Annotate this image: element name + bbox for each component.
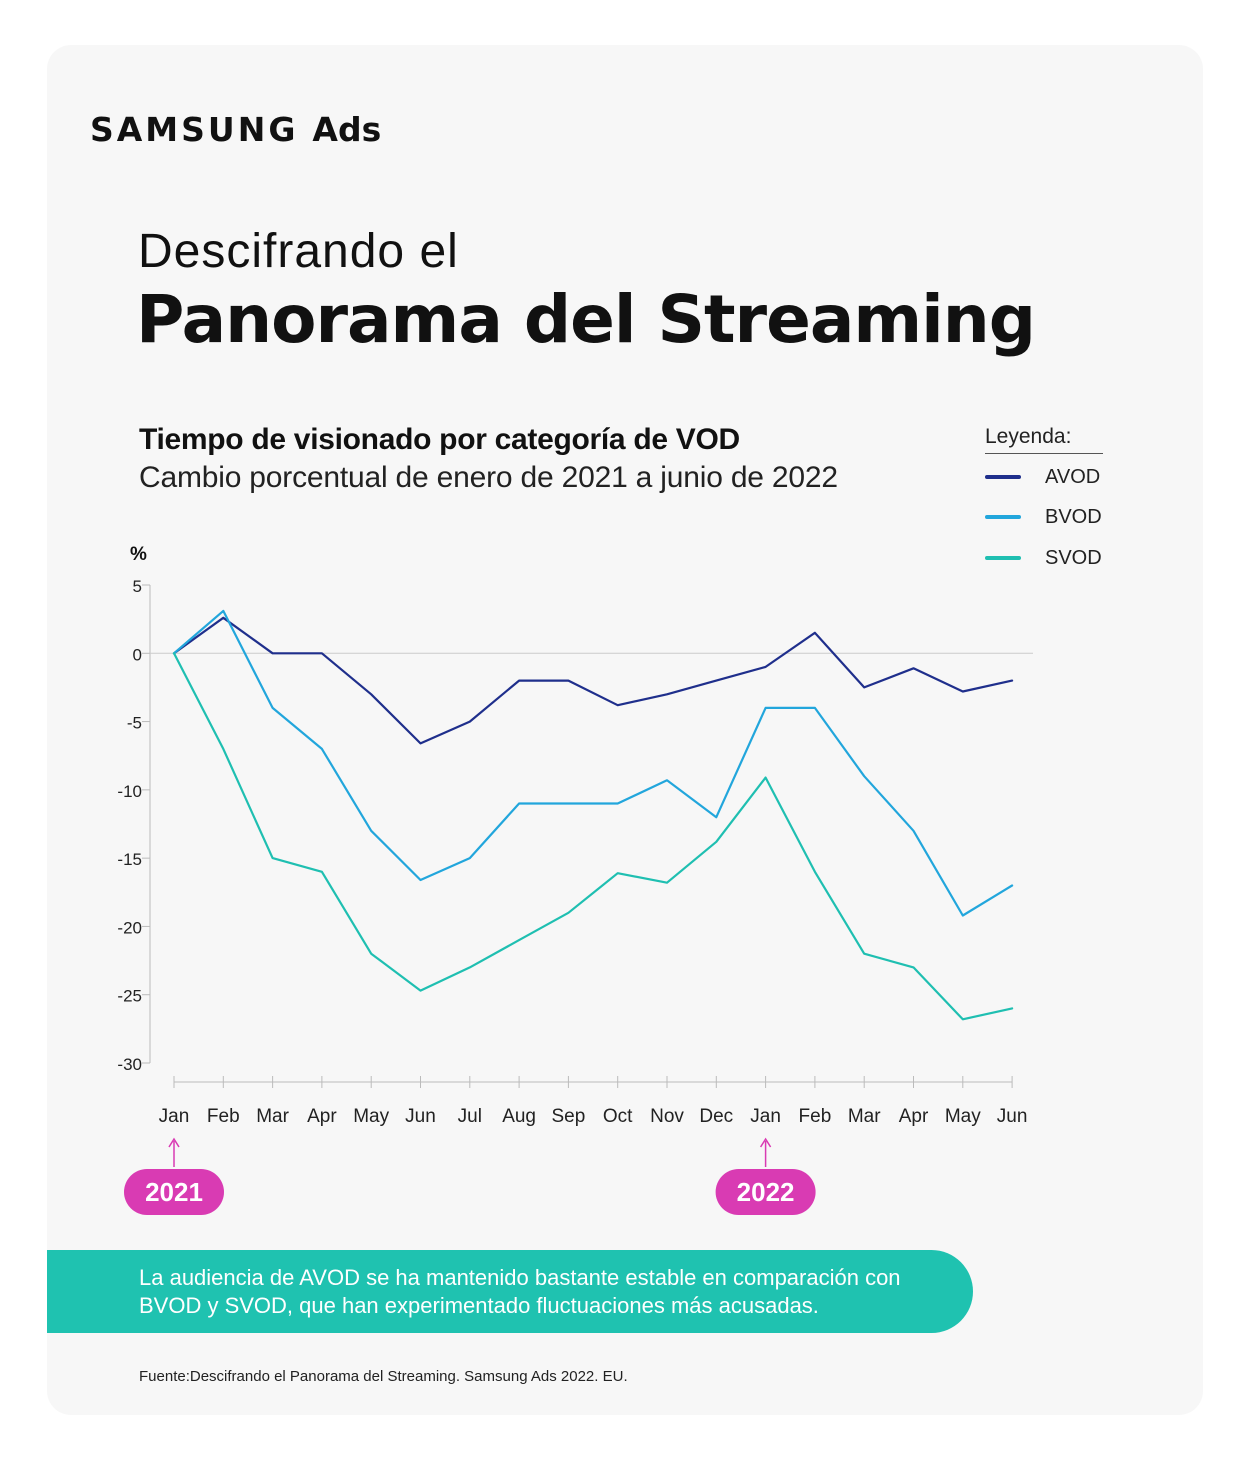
legend-label-svod: SVOD xyxy=(1045,547,1102,569)
x-tick-label: May xyxy=(945,1106,981,1127)
y-tick-label: -30 xyxy=(117,1055,142,1074)
x-tick-label: Mar xyxy=(256,1106,289,1127)
legend-item-svod: SVOD xyxy=(985,546,1145,570)
year-badge xyxy=(124,1169,224,1215)
source-caption: Fuente:Descifrando el Panorama del Strea… xyxy=(139,1368,628,1385)
y-axis-label: % xyxy=(130,544,147,565)
note-text: La audiencia de AVOD se ha mantenido bas… xyxy=(139,1265,901,1318)
y-tick-label: -20 xyxy=(117,918,142,937)
chart-subtitle: Cambio porcentual de enero de 2021 a jun… xyxy=(139,461,838,494)
x-tick-label: Sep xyxy=(551,1106,585,1127)
x-tick-label: Jul xyxy=(458,1106,482,1127)
x-tick-label: May xyxy=(353,1106,389,1127)
legend-title: Leyenda: xyxy=(985,425,1072,448)
y-tick-label: 5 xyxy=(133,577,142,596)
x-tick-label: Mar xyxy=(848,1106,881,1127)
legend-item-bvod: BVOD xyxy=(985,505,1145,529)
year-badge-label: 2021 xyxy=(145,1177,203,1207)
y-tick-label: 0 xyxy=(133,645,142,664)
brand-name: SAMSUNG xyxy=(90,110,299,149)
legend-swatch-svod xyxy=(985,556,1021,560)
legend-swatch-bvod xyxy=(985,515,1021,519)
x-tick-label: Feb xyxy=(799,1106,832,1127)
x-tick-label: Jun xyxy=(997,1106,1028,1127)
y-tick-label: -5 xyxy=(127,714,142,733)
x-tick-label: Dec xyxy=(699,1106,733,1127)
year-arrow-head-icon xyxy=(168,1137,180,1148)
legend-swatch-avod xyxy=(985,475,1021,479)
x-tick-label: Feb xyxy=(207,1106,240,1127)
x-tick-label: Apr xyxy=(899,1106,929,1127)
x-tick-label: Oct xyxy=(603,1106,633,1127)
legend-divider xyxy=(985,453,1103,454)
year-badge xyxy=(715,1169,816,1215)
series-line-bvod xyxy=(172,609,1014,917)
x-tick-label: Nov xyxy=(650,1106,684,1127)
x-tick-label: Jun xyxy=(405,1106,436,1127)
y-tick-label: -25 xyxy=(117,987,142,1006)
page-title-bold: Panorama del Streaming xyxy=(136,281,1036,358)
x-tick-label: Aug xyxy=(502,1106,536,1127)
chart-title: Tiempo de visionado por categoría de VOD xyxy=(139,423,740,456)
series-line-avod xyxy=(172,616,1014,745)
y-tick-label: -10 xyxy=(117,782,142,801)
y-tick-label: -15 xyxy=(117,850,142,869)
legend-label-bvod: BVOD xyxy=(1045,506,1102,528)
x-tick-label: Jan xyxy=(750,1106,781,1127)
x-tick-label: Apr xyxy=(307,1106,337,1127)
note-banner: La audiencia de AVOD se ha mantenido bas… xyxy=(47,1250,973,1333)
brand-product: Ads xyxy=(312,110,382,149)
infographic-card xyxy=(47,45,1203,1415)
series-line-svod xyxy=(172,652,1014,1021)
legend-item-avod: AVOD xyxy=(985,465,1145,489)
year-arrow-head-icon xyxy=(759,1137,772,1148)
year-badge-label: 2022 xyxy=(737,1177,795,1207)
legend-label-avod: AVOD xyxy=(1045,466,1101,488)
page-title-light: Descifrando el xyxy=(138,225,459,278)
x-tick-label: Jan xyxy=(159,1106,190,1127)
samsung-ads-logo: SAMSUNG Ads xyxy=(90,110,381,150)
